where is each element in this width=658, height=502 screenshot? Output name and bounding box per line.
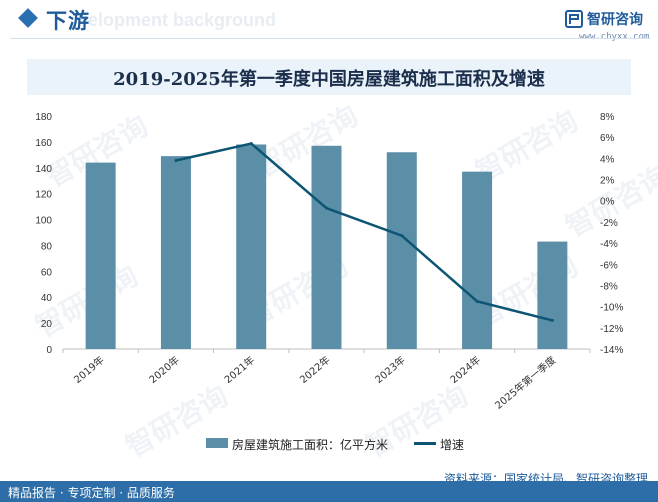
legend-label-line: 增速 [440,438,465,452]
bar [85,162,116,349]
bar [462,171,493,349]
bar [386,152,417,349]
chart-title: 2019-2025年第一季度中国房屋建筑施工面积及增速 [113,69,545,90]
y-right-tick-label: 0% [600,197,615,208]
growth-point [400,234,404,238]
growth-point [249,142,253,146]
y-left-tick-label: 160 [35,138,52,149]
footer-text: 精品报告 · 专项定制 · 品质服务 [8,486,175,500]
title-band [27,59,631,95]
x-tick-label: 2025年第一季度 [492,353,558,411]
legend-label-bar: 房屋建筑施工面积：亿平方米 [232,438,389,452]
brand-logo-icon [565,10,583,28]
y-left-tick-label: 100 [35,216,52,227]
y-right-tick-label: -10% [600,303,623,314]
header-divider [10,38,650,39]
brand-name: 智研咨询 [587,12,643,28]
y-left-tick-label: 40 [41,293,53,304]
x-tick-label: 2021年 [222,353,258,386]
growth-point [550,318,554,322]
brand-url: www.chyxx.com [579,32,650,42]
x-tick-label: 2024年 [447,353,483,386]
page-header: elopment background 下游 智研咨询 www.chyxx.co… [0,0,658,44]
y-right-tick-label: -6% [600,260,618,271]
y-left-tick-label: 120 [35,190,52,201]
y-left-tick-label: 20 [41,319,53,330]
y-right-tick-label: -14% [600,345,623,356]
y-left-tick-label: 60 [41,267,53,278]
legend-bar-swatch [206,438,228,448]
bar [160,156,191,349]
y-right-tick-label: -12% [600,324,623,335]
growth-point [475,299,479,303]
y-right-tick-label: 4% [600,154,615,165]
x-tick-label: 2019年 [71,353,107,386]
bar [311,145,342,349]
y-right-tick-label: -2% [600,218,618,229]
x-tick-label: 2020年 [146,353,182,386]
y-right-tick-label: 6% [600,133,615,144]
y-left-tick-label: 140 [35,164,52,175]
y-left-tick-label: 0 [46,345,52,356]
legend-line-swatch [414,442,436,445]
bar [236,144,267,349]
x-tick-label: 2023年 [372,353,408,386]
growth-line [175,142,553,322]
bar [537,241,568,349]
page-footer: 精品报告 · 专项定制 · 品质服务 [0,481,658,502]
y-right-tick-label: 8% [600,112,615,123]
y-left-tick-label: 80 [41,241,53,252]
growth-point [174,158,178,162]
y-right-tick-label: -4% [600,239,618,250]
header-watermark-text: elopment background [88,10,277,30]
x-tick-label: 2022年 [297,353,333,386]
y-left-tick-label: 180 [35,112,52,123]
growth-point [325,206,328,210]
y-right-tick-label: 2% [600,176,615,187]
y-right-tick-label: -8% [600,281,618,292]
section-title: 下游 [46,9,90,33]
